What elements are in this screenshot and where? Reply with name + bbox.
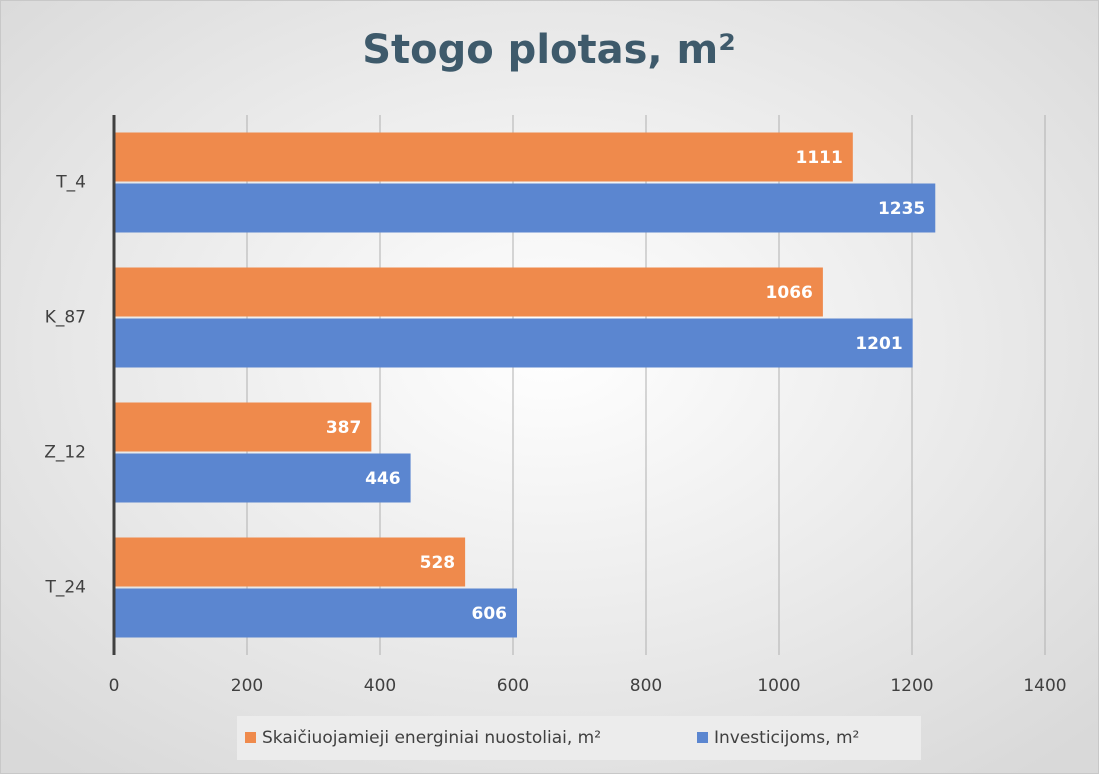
x-tick-label: 1200	[890, 676, 933, 696]
bar	[114, 588, 517, 638]
y-tick-label: Z_12	[44, 443, 86, 463]
y-tick-label: T_4	[55, 173, 86, 193]
x-tick-label: 400	[364, 676, 396, 696]
x-tick-label: 200	[231, 676, 263, 696]
bar	[114, 267, 823, 317]
x-tick-label: 0	[109, 676, 120, 696]
data-label: 528	[420, 553, 456, 573]
x-tick-label: 600	[497, 676, 529, 696]
bar	[114, 132, 853, 182]
data-label: 1235	[878, 199, 925, 219]
legend-marker	[697, 732, 708, 743]
y-tick-label: T_24	[44, 578, 86, 598]
legend-label: Skaičiuojamieji energiniai nuostoliai, m…	[262, 728, 601, 748]
x-tick-label: 1000	[757, 676, 800, 696]
bar	[114, 402, 372, 452]
bar	[114, 318, 913, 368]
bar	[114, 453, 411, 503]
data-label: 1111	[795, 148, 842, 168]
x-tick-label: 800	[630, 676, 662, 696]
data-label: 1201	[855, 334, 902, 354]
bar	[114, 537, 466, 587]
legend-box	[237, 716, 921, 760]
data-label: 446	[365, 469, 401, 489]
bar	[114, 183, 936, 233]
data-label: 1066	[766, 283, 813, 303]
data-label: 606	[471, 604, 507, 624]
data-label: 387	[326, 418, 362, 438]
legend-label: Investicijoms, m²	[714, 728, 859, 748]
y-tick-label: K_87	[45, 308, 86, 328]
chart-title: Stogo plotas, m²	[362, 27, 736, 73]
x-tick-label: 1400	[1023, 676, 1066, 696]
legend-marker	[245, 732, 256, 743]
